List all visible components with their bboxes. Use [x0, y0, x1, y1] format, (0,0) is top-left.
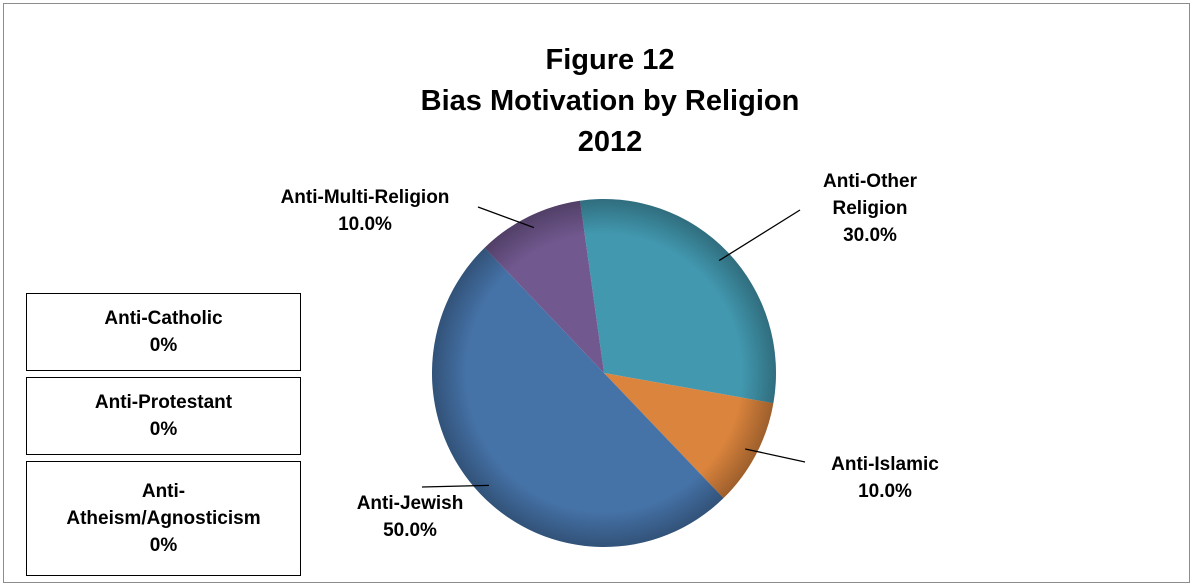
- label-anti-islamic-line-1: Anti-Islamic: [831, 454, 939, 475]
- zero-box-anti-catholic-label: Anti-Catholic: [104, 308, 223, 329]
- label-anti-other-religion-line-1: Anti-Other: [823, 171, 917, 192]
- label-anti-multi-religion-line-1: Anti-Multi-Religion: [280, 187, 450, 208]
- zero-box-anti-atheism-label-line-2: Atheism/Agnosticism: [66, 508, 261, 529]
- label-anti-other-religion: Anti-Other Religion 30.0%: [790, 168, 950, 249]
- label-anti-jewish-pct: 50.0%: [383, 520, 437, 541]
- zero-box-anti-atheism-agnosticism: Anti- Atheism/Agnosticism 0%: [26, 461, 301, 576]
- zero-box-anti-atheism-pct: 0%: [149, 535, 178, 556]
- pie-bevel-shading: [432, 199, 776, 547]
- zero-box-anti-atheism-label-line-1: Anti-: [141, 481, 186, 502]
- zero-box-anti-protestant: Anti-Protestant 0%: [26, 377, 301, 455]
- label-anti-islamic-pct: 10.0%: [858, 481, 912, 502]
- chart-title-line-1: Figure 12: [545, 44, 675, 76]
- label-anti-jewish-line-1: Anti-Jewish: [356, 493, 464, 514]
- zero-box-anti-protestant-pct: 0%: [149, 419, 178, 440]
- label-anti-other-religion-line-2: Religion: [832, 198, 908, 219]
- label-anti-multi-religion-pct: 10.0%: [338, 214, 392, 235]
- chart-title-line-2: Bias Motivation by Religion: [420, 85, 800, 117]
- label-anti-jewish: Anti-Jewish 50.0%: [330, 490, 490, 544]
- label-anti-multi-religion: Anti-Multi-Religion 10.0%: [245, 184, 485, 238]
- zero-box-anti-catholic: Anti-Catholic 0%: [26, 293, 301, 371]
- leader-line-anti-jewish: [421, 484, 489, 488]
- label-anti-islamic: Anti-Islamic 10.0%: [800, 451, 970, 505]
- leader-line-anti-other-religion: [718, 209, 801, 262]
- zero-box-anti-protestant-label: Anti-Protestant: [94, 392, 233, 413]
- zero-box-anti-catholic-pct: 0%: [149, 335, 178, 356]
- leader-line-anti-islamic: [745, 448, 806, 463]
- chart-title-line-3: 2012: [577, 126, 643, 158]
- leader-line-anti-multi-religion: [477, 206, 535, 229]
- label-anti-other-religion-pct: 30.0%: [843, 225, 897, 246]
